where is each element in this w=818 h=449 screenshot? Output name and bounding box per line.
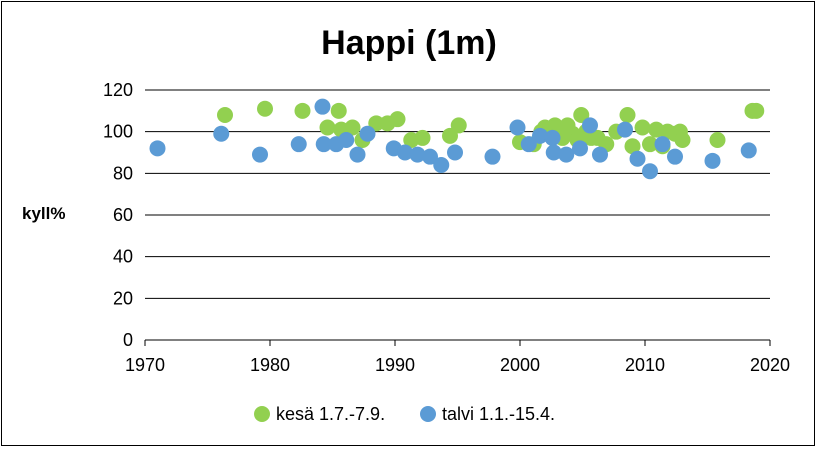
point-1-28: [642, 163, 658, 180]
point-1-20: [544, 129, 561, 146]
point-1-7: [338, 132, 355, 148]
y-tick-20: 20: [113, 288, 133, 308]
point-0-6: [344, 119, 361, 136]
point-1-14: [433, 157, 450, 173]
data-points: [149, 98, 765, 180]
x-tick-1990: 1990: [375, 355, 415, 375]
x-tick-2000: 2000: [500, 355, 540, 375]
point-0-2: [294, 102, 311, 119]
point-1-23: [572, 140, 588, 157]
point-1-16: [484, 148, 501, 165]
point-1-13: [422, 148, 438, 165]
point-0-4: [330, 102, 347, 119]
x-tick-2020: 2020: [750, 355, 790, 375]
point-1-27: [629, 150, 646, 167]
point-0-42: [709, 132, 726, 148]
point-0-1: [257, 100, 273, 117]
point-1-15: [447, 144, 463, 161]
point-1-22: [558, 146, 575, 163]
y-tick-100: 100: [103, 122, 133, 142]
series-1: [149, 98, 757, 180]
point-1-30: [667, 148, 683, 165]
gridlines: [144, 89, 771, 346]
y-tick-80: 80: [113, 163, 133, 183]
point-0-34: [634, 119, 651, 136]
x-tick-labels: 1970 1980 1990 2000 2010 2020: [125, 355, 790, 375]
x-tick-2010: 2010: [625, 355, 665, 375]
y-tick-40: 40: [113, 247, 133, 267]
point-1-0: [149, 140, 166, 157]
y-tick-60: 60: [113, 205, 133, 225]
legend: kesä 1.7.-7.9. talvi 1.1.-15.4.: [254, 404, 555, 424]
point-0-35: [642, 136, 658, 153]
point-1-25: [592, 146, 608, 163]
point-1-19: [532, 127, 548, 144]
point-1-24: [582, 117, 598, 134]
point-0-32: [619, 107, 636, 123]
point-0-10: [389, 111, 406, 128]
point-1-17: [509, 119, 526, 136]
point-1-26: [617, 121, 633, 138]
point-1-32: [740, 142, 757, 159]
legend-label-0: kesä 1.7.-7.9.: [276, 404, 385, 424]
point-1-5: [315, 136, 332, 153]
point-1-31: [704, 152, 721, 169]
point-1-21: [545, 144, 562, 161]
y-tick-labels: 0 20 40 60 80 100 120: [103, 80, 133, 350]
legend-label-1: talvi 1.1.-15.4.: [442, 404, 555, 424]
point-0-3: [319, 119, 336, 136]
legend-marker-0: [254, 406, 270, 422]
point-0-44: [748, 102, 765, 119]
point-1-9: [359, 125, 376, 142]
x-tick-1970: 1970: [125, 355, 165, 375]
point-1-11: [397, 144, 413, 161]
point-1-12: [409, 146, 426, 163]
chart-title: Happi (1m): [321, 24, 497, 62]
point-1-8: [349, 146, 366, 163]
point-0-14: [450, 117, 467, 134]
point-0-12: [414, 129, 431, 146]
y-axis-label: kyll%: [22, 204, 65, 223]
point-1-2: [252, 146, 268, 163]
point-0-41: [674, 132, 691, 148]
point-1-3: [290, 136, 307, 153]
point-0-0: [217, 107, 233, 123]
point-1-4: [314, 98, 331, 115]
point-0-33: [624, 138, 641, 155]
point-1-1: [213, 125, 230, 142]
y-tick-0: 0: [123, 330, 133, 350]
point-1-18: [520, 136, 537, 153]
x-tick-1980: 1980: [250, 355, 290, 375]
legend-marker-1: [420, 406, 436, 422]
y-tick-120: 120: [103, 80, 133, 100]
point-1-29: [654, 136, 671, 153]
